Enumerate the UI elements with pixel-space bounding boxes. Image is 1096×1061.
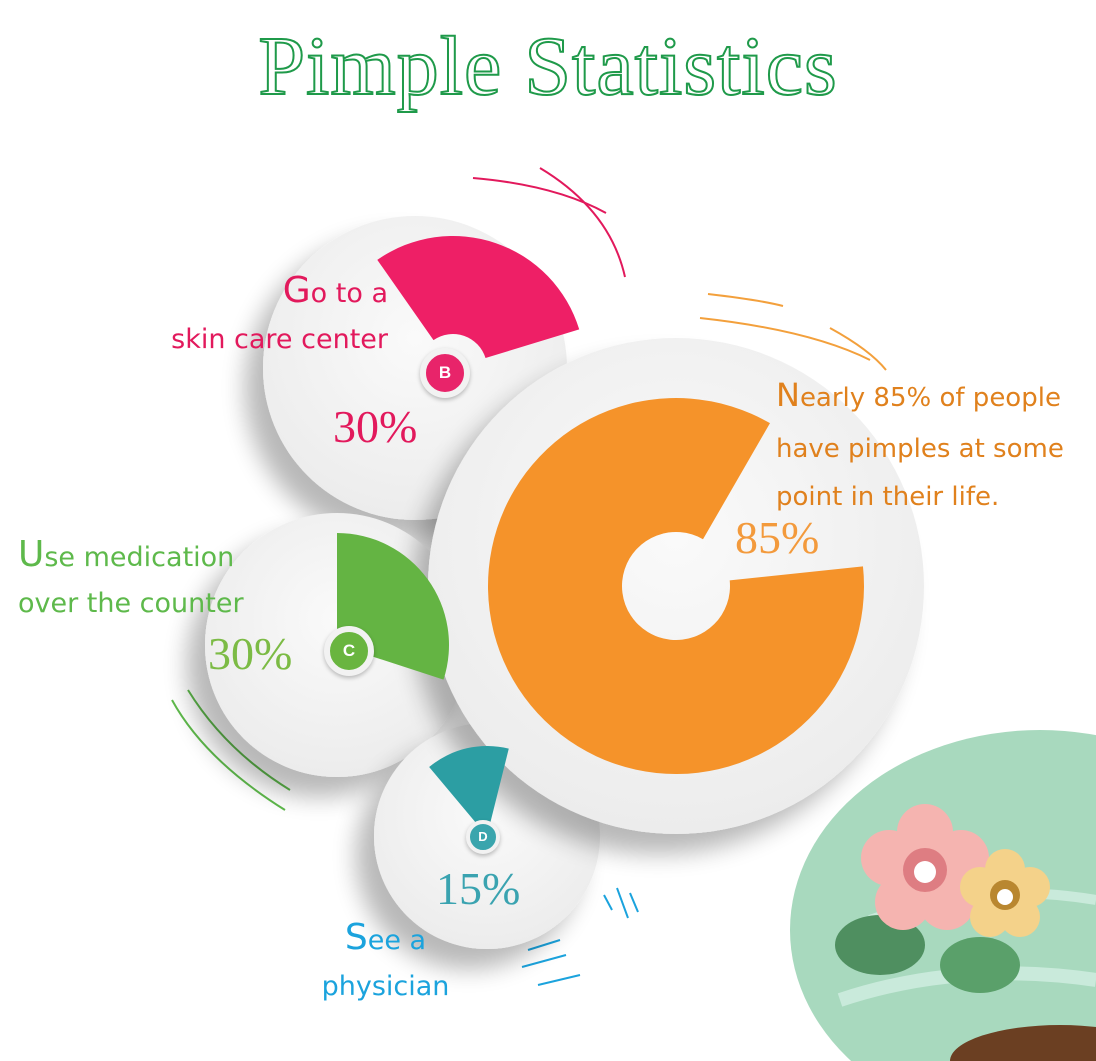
decorative-arcs (171, 167, 887, 986)
value-label-a: 85% (735, 512, 820, 563)
flower-icon (960, 849, 1050, 937)
label-line: over the counter (18, 587, 244, 619)
value-label-d: 15% (436, 863, 521, 914)
sector-d (429, 746, 509, 829)
badge-b: B (420, 348, 470, 398)
value-label-c: 30% (208, 628, 293, 679)
flower-decoration (790, 730, 1096, 1061)
sector-b (377, 236, 580, 359)
label-line: physician (321, 970, 450, 1002)
value-label-b: 30% (333, 401, 418, 452)
label-line: Go to a (282, 270, 388, 311)
label-line: skin care center (171, 323, 388, 355)
leaf-icon (835, 915, 925, 975)
label-line: point in their life. (776, 482, 1000, 513)
label-line: Use medication (18, 534, 235, 575)
label-line: have pimples at some (776, 434, 1064, 465)
badge-c: C (324, 626, 374, 676)
label-line: Nearly 85% of people (776, 376, 1061, 414)
label-medication: Use medication over the counter (18, 527, 244, 625)
leaf-icon (940, 937, 1020, 993)
sector-a (487, 398, 864, 774)
label-line: See a (344, 917, 427, 958)
label-skin-care: Go to a skin care center (171, 263, 388, 361)
badge-d: D (466, 820, 500, 854)
label-nearly-85: Nearly 85% of people have pimples at som… (776, 366, 1064, 521)
page-title: Pimple Statistics (257, 19, 838, 114)
label-physician: See a physician (308, 910, 463, 1008)
